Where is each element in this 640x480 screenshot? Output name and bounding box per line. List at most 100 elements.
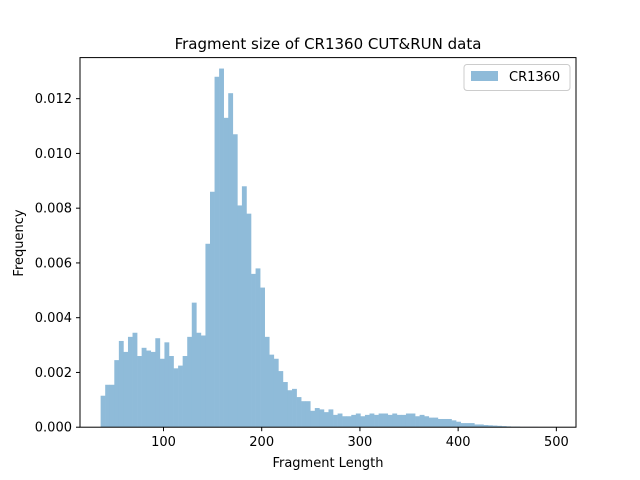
histogram-bar — [282, 382, 288, 428]
histogram-bar — [460, 423, 466, 428]
histogram-bar — [100, 395, 106, 428]
histogram-bar — [346, 416, 352, 428]
x-tick-label: 500 — [544, 435, 569, 450]
histogram-bar — [501, 426, 507, 428]
histogram-bar — [237, 205, 243, 428]
histogram-bar — [114, 360, 120, 428]
histogram-bar — [141, 347, 147, 428]
histogram-bar — [241, 186, 247, 428]
histogram-bar — [173, 368, 179, 428]
histogram-bar — [228, 93, 234, 428]
histogram-bar — [419, 414, 425, 428]
histogram-bar — [428, 417, 434, 428]
histogram-bar — [342, 416, 348, 428]
histogram-bar — [219, 68, 224, 428]
histogram-bar — [150, 351, 156, 428]
y-tick-label: 0.008 — [35, 202, 72, 217]
histogram-bar — [351, 414, 357, 428]
histogram-bar — [287, 390, 293, 428]
histogram-bar — [168, 356, 174, 428]
histogram-bar — [451, 420, 457, 428]
x-tick-label: 200 — [249, 435, 274, 450]
histogram-bar — [123, 351, 129, 428]
histogram-bar — [392, 413, 398, 428]
histogram-bar — [132, 332, 138, 428]
histogram-bar — [210, 191, 215, 428]
histogram-bar — [360, 416, 366, 428]
histogram-bar — [446, 418, 452, 428]
histogram-bar — [178, 365, 183, 428]
histogram-bar — [328, 409, 334, 428]
histogram-bar — [333, 414, 338, 428]
histogram-bar — [164, 342, 170, 428]
histogram-bar — [364, 414, 370, 428]
x-axis: 100 200 300 400 500 — [151, 427, 569, 450]
histogram-bar — [442, 418, 448, 428]
histogram-bar — [232, 134, 238, 428]
y-tick-label: 0.000 — [35, 421, 72, 436]
y-tick-label: 0.010 — [35, 147, 72, 162]
y-axis-label: Frequency — [12, 209, 27, 276]
histogram-bar — [214, 76, 220, 428]
histogram-bar — [401, 414, 407, 428]
histogram-bar — [109, 384, 115, 428]
histogram-bar — [251, 273, 256, 428]
y-tick-label: 0.012 — [35, 92, 72, 107]
histogram-bar — [387, 414, 393, 428]
histogram-bar — [296, 397, 302, 428]
histogram-bar — [433, 417, 439, 428]
x-tick-label: 100 — [151, 435, 176, 450]
histogram-bar — [310, 410, 316, 428]
chart-title: Fragment size of CR1360 CUT&RUN data — [175, 35, 482, 53]
histogram-bar — [355, 413, 361, 428]
histogram-bar — [205, 243, 211, 428]
histogram-bar — [483, 425, 489, 428]
plot-frame — [79, 57, 577, 428]
histogram-bar — [415, 416, 420, 428]
y-tick-label: 0.004 — [35, 311, 72, 326]
histogram-bar — [155, 338, 161, 428]
histogram-bar — [305, 401, 311, 428]
histogram-bar — [314, 408, 320, 428]
histogram-bar — [182, 356, 188, 428]
histogram-bar — [378, 413, 384, 428]
histogram-bar — [146, 350, 152, 428]
histogram-bar — [405, 413, 411, 428]
y-tick-label: 0.002 — [35, 366, 72, 381]
histogram-bar — [264, 336, 270, 428]
histogram-bar — [474, 424, 480, 428]
histogram-bar — [255, 268, 261, 428]
histogram-bar — [383, 413, 389, 428]
histogram-bar — [292, 388, 297, 428]
histogram-bar — [278, 371, 284, 428]
histogram-bar — [269, 354, 275, 428]
histogram-bar — [369, 413, 375, 428]
legend-swatch — [471, 71, 498, 81]
histogram-bar — [492, 425, 498, 428]
histogram-bar — [437, 418, 443, 428]
histogram-bar — [105, 384, 111, 428]
histogram-bar — [191, 302, 197, 428]
histogram-bar — [487, 425, 493, 428]
y-tick-label: 0.006 — [35, 256, 72, 271]
histogram-bar — [497, 425, 502, 428]
x-tick-label: 400 — [446, 435, 471, 450]
histogram-bars — [100, 68, 539, 428]
histogram-bar — [410, 413, 416, 428]
histogram-bar — [337, 413, 343, 428]
histogram-bar — [396, 414, 402, 428]
histogram-bar — [200, 335, 206, 428]
legend: CR1360 — [463, 64, 571, 91]
histogram-bar — [260, 287, 265, 428]
legend-label: CR1360 — [509, 70, 560, 85]
histogram-bar — [424, 416, 430, 428]
histogram-bar — [465, 423, 471, 428]
x-tick-label: 300 — [348, 435, 373, 450]
histogram-bar — [159, 358, 165, 428]
histogram-bar — [137, 356, 142, 428]
histogram-bar — [469, 423, 475, 428]
histogram-bar — [478, 424, 484, 428]
x-axis-label: Fragment Length — [272, 456, 383, 471]
histogram-bar — [319, 409, 325, 428]
